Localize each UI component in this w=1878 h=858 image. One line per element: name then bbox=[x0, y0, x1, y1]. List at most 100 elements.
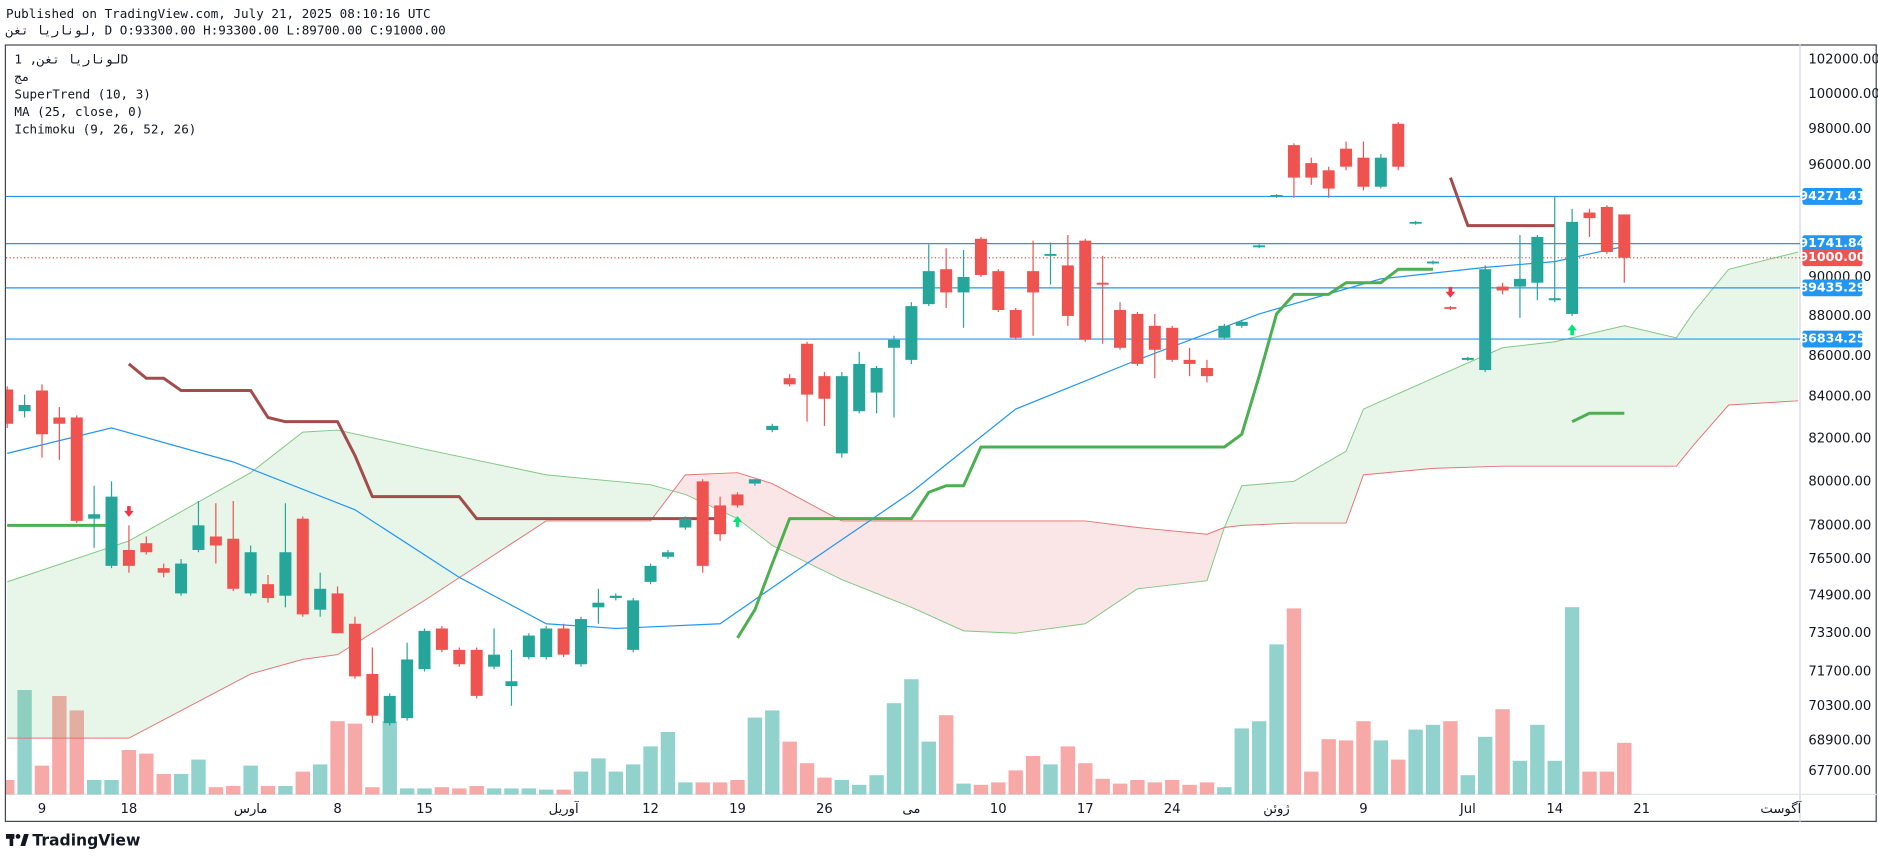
volume-bar bbox=[573, 771, 589, 795]
candle-body bbox=[314, 588, 327, 610]
x-tick-label: مارس bbox=[234, 802, 268, 817]
volume-bar bbox=[1130, 780, 1145, 795]
volume-bar bbox=[156, 774, 171, 795]
candle-body bbox=[1114, 310, 1127, 348]
candle-body bbox=[853, 363, 866, 412]
candle-body bbox=[1009, 310, 1022, 338]
x-tick-label: 21 bbox=[1633, 802, 1650, 817]
logo-mark bbox=[15, 834, 21, 839]
candle-body bbox=[557, 628, 570, 655]
volume-bar bbox=[799, 763, 815, 795]
candle-body bbox=[905, 306, 918, 360]
last-price-box bbox=[1802, 249, 1863, 267]
level-label: 86834.25 bbox=[1799, 331, 1865, 346]
level-label-box bbox=[1802, 330, 1863, 348]
cloud-fill bbox=[1554, 325, 1625, 467]
volume-bar bbox=[34, 765, 50, 795]
volume-bar bbox=[486, 788, 502, 795]
candle-body bbox=[1548, 298, 1561, 301]
candle-body bbox=[1183, 359, 1196, 364]
logo-mark bbox=[20, 834, 29, 846]
cloud-fill bbox=[650, 484, 674, 521]
volume-bar bbox=[1599, 771, 1615, 795]
cloud-fill bbox=[546, 474, 651, 521]
candle-body bbox=[1618, 214, 1631, 258]
level-label-box bbox=[1802, 279, 1863, 297]
cloud-fill bbox=[841, 520, 912, 608]
volume-bar bbox=[243, 765, 258, 795]
volume-bar bbox=[1251, 721, 1267, 795]
supertrend-line bbox=[127, 177, 1555, 521]
candle-body bbox=[1531, 236, 1544, 283]
volume-bar bbox=[191, 759, 206, 795]
volume-bar bbox=[1025, 756, 1041, 795]
volume-bar bbox=[452, 788, 467, 795]
volume-bar bbox=[1199, 782, 1215, 795]
cloud-fill bbox=[673, 474, 686, 495]
candle-body bbox=[1479, 269, 1492, 371]
x-tick-label: 15 bbox=[416, 802, 433, 817]
candle-body bbox=[731, 494, 744, 506]
volume-bar bbox=[1112, 783, 1128, 795]
x-tick-label: 18 bbox=[121, 802, 138, 817]
y-tick-label: 70300.00 bbox=[1808, 699, 1871, 714]
sell-signal bbox=[1445, 286, 1456, 298]
volume-bar bbox=[1582, 771, 1597, 795]
volume-bar bbox=[608, 771, 623, 795]
legend-entry: Ichimoku (9, 26, 52, 26) bbox=[14, 122, 196, 137]
y-tick-label: 73300.00 bbox=[1808, 626, 1871, 641]
y-tick-label: 67700.00 bbox=[1808, 764, 1871, 779]
candle-body bbox=[1461, 357, 1474, 360]
candle-body bbox=[992, 271, 1005, 311]
volume-bar bbox=[434, 787, 450, 795]
candle-body bbox=[244, 552, 257, 594]
candle-body bbox=[801, 343, 814, 395]
footer-logo: TradingView bbox=[6, 832, 140, 850]
volume-bar bbox=[1182, 784, 1197, 795]
volume-bar bbox=[747, 717, 763, 795]
volume-bar bbox=[1147, 782, 1163, 795]
volume-bar bbox=[417, 788, 432, 795]
volume-bar bbox=[834, 780, 850, 795]
candle-body bbox=[1148, 325, 1161, 350]
candle-body bbox=[661, 552, 674, 557]
volume-bar bbox=[1477, 736, 1493, 795]
volume-bar bbox=[1512, 760, 1528, 795]
volume-bar bbox=[1060, 746, 1076, 795]
cloud-fill bbox=[1293, 451, 1347, 524]
y-tick-label: 68900.00 bbox=[1808, 734, 1871, 749]
candle-body bbox=[1235, 321, 1248, 326]
published-note: Published on TradingView.com, July 21, 2… bbox=[6, 6, 431, 21]
candle-body bbox=[1027, 271, 1040, 293]
candle-body bbox=[122, 549, 135, 566]
volume-bar bbox=[817, 777, 832, 795]
candle-body bbox=[922, 271, 935, 305]
volume-bar bbox=[1164, 780, 1180, 795]
candle-body bbox=[748, 479, 761, 484]
volume-bar bbox=[556, 789, 571, 795]
volume-bar bbox=[1338, 740, 1354, 795]
volume-bar bbox=[382, 721, 397, 795]
sell-signal bbox=[124, 506, 134, 517]
cloud-fill bbox=[1137, 527, 1207, 589]
x-tick-label: 12 bbox=[642, 802, 659, 817]
volume-bar bbox=[869, 775, 884, 795]
volume-bar bbox=[1530, 724, 1545, 795]
legend-entry: مج bbox=[14, 69, 29, 85]
candle-body bbox=[940, 269, 953, 293]
cloud-fill bbox=[1241, 481, 1294, 526]
cloud-fill bbox=[1015, 520, 1086, 634]
candle-body bbox=[140, 543, 153, 553]
candle-body bbox=[644, 565, 657, 582]
y-tick-label: 100000.00 bbox=[1808, 87, 1878, 102]
volume-bar bbox=[1425, 724, 1441, 795]
volume-bar bbox=[278, 786, 293, 795]
volume-bar bbox=[695, 782, 710, 795]
volume-bar bbox=[1095, 778, 1110, 795]
cloud-fill bbox=[772, 483, 842, 580]
candle-body bbox=[783, 378, 796, 385]
candle-body bbox=[1374, 157, 1387, 187]
cloud-fill bbox=[337, 430, 425, 655]
volume-bar bbox=[1547, 760, 1562, 795]
